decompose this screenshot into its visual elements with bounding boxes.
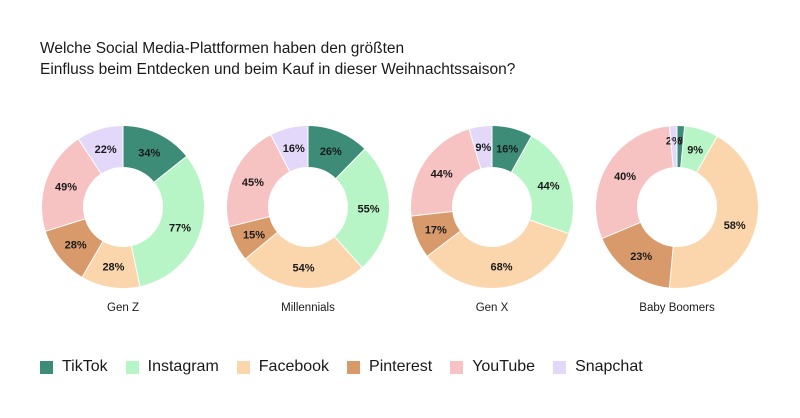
slice-separator [510, 135, 533, 174]
slice-youtube [595, 126, 674, 239]
legend-item-snapchat: Snapchat [553, 358, 643, 376]
legend-label: Facebook [258, 358, 330, 375]
slice-separator [244, 231, 279, 260]
slice-separator [468, 128, 482, 170]
slice-youtube [41, 139, 102, 232]
value-label: 28% [65, 240, 87, 252]
slice-instagram [334, 149, 389, 268]
slice-separator [153, 155, 188, 184]
value-label: 28% [102, 262, 124, 274]
slice-separator [410, 210, 454, 217]
value-label: 9% [687, 144, 703, 156]
legend-label: Pinterest [369, 358, 433, 375]
value-label: 44% [431, 168, 453, 180]
legend-item-tiktok: TikTok [40, 358, 108, 376]
chart-category-label: Baby Boomers [639, 302, 715, 314]
legend-swatch [553, 360, 567, 374]
slice-snapchat [78, 126, 123, 174]
legend-item-youtube: YouTube [450, 358, 535, 376]
slice-separator [269, 133, 291, 173]
value-label: 16% [283, 143, 305, 155]
slice-youtube [227, 135, 290, 227]
chart-category-label: Gen Z [107, 302, 139, 314]
legend-item-pinterest: Pinterest [347, 358, 432, 376]
value-label: 45% [242, 177, 264, 189]
slice-separator [130, 245, 141, 288]
slice-pinterest [411, 211, 461, 257]
value-label: 55% [357, 203, 379, 215]
slice-separator [334, 148, 366, 180]
value-label: 77% [169, 222, 191, 234]
value-label: 17% [425, 224, 447, 236]
legend-swatch [347, 360, 361, 374]
slice-pinterest [602, 222, 674, 288]
slice-separator [81, 240, 104, 279]
legend-item-facebook: Facebook [236, 358, 330, 376]
value-label: 44% [538, 180, 560, 192]
value-label: 2% [666, 136, 682, 148]
legend-swatch [236, 360, 250, 374]
legend-item-instagram: Instagram [125, 358, 219, 376]
value-label: 22% [95, 144, 117, 156]
donut-baby-boomers: 2%9%58%23%40%2%Baby Boomers [595, 125, 758, 314]
chart-title-line-1: Welche Social Media-Plattformen haben de… [40, 40, 405, 57]
chart-title: Welche Social Media-Plattformen haben de… [40, 38, 515, 80]
value-label: 16% [496, 143, 518, 155]
slice-separator [333, 235, 364, 269]
slice-separator [601, 221, 642, 240]
slice-separator [668, 125, 674, 169]
chart-title-line-2: Einfluss beim Entdecken und beim Kauf in… [40, 61, 516, 78]
slice-instagram [680, 126, 717, 173]
value-label: 26% [320, 146, 342, 158]
slice-separator [680, 125, 686, 169]
slice-separator [426, 230, 462, 258]
slice-pinterest [45, 218, 103, 277]
slice-tiktok [308, 126, 365, 179]
value-label: 15% [243, 229, 265, 241]
value-label: 49% [55, 182, 77, 194]
donut-gen-x: 16% 44% 68% 17% 44% 9% Gen X [410, 125, 573, 314]
slice-instagram [511, 136, 573, 234]
slice-pinterest [229, 216, 278, 259]
donut-millennials: 26% 55% 54% 15% 45% 16% Millennials [227, 125, 389, 314]
slice-separator [44, 218, 86, 232]
slice-snapchat [469, 126, 492, 169]
legend-label: YouTube [472, 358, 536, 375]
value-label: 34% [138, 147, 160, 159]
slice-separator [528, 219, 570, 235]
donut-gen-z: 34% 77% 28% 28% 49% 22% Gen Z [41, 125, 204, 314]
slice-separator [695, 135, 718, 174]
slice-tiktok [677, 126, 685, 168]
legend-label: Instagram [147, 358, 219, 375]
slice-snapchat [270, 126, 308, 172]
legend: TikTok Instagram Facebook Pinterest YouTube S… [40, 358, 661, 376]
slice-youtube [410, 129, 481, 216]
legend-swatch [40, 360, 53, 374]
value-label: 23% [630, 251, 652, 263]
value-label: 68% [491, 262, 513, 274]
slice-separator [228, 216, 271, 228]
slice-snapchat [669, 126, 677, 168]
value-label: 9% [475, 142, 491, 154]
slice-separator [668, 245, 674, 289]
chart-category-label: Millennials [281, 302, 335, 314]
legend-swatch [450, 360, 464, 374]
slice-facebook [669, 136, 758, 288]
value-label: 40% [614, 171, 636, 183]
chart-category-label: Gen X [476, 302, 509, 314]
value-label: 54% [292, 262, 314, 274]
slice-instagram [131, 156, 204, 287]
legend-label: TikTok [62, 358, 108, 375]
slice-facebook [427, 220, 569, 288]
value-label: 58% [724, 220, 746, 232]
slice-separator [77, 138, 103, 175]
slice-tiktok [123, 126, 187, 183]
slice-tiktok [492, 126, 532, 173]
slice-facebook [245, 232, 362, 289]
legend-label: Snapchat [575, 358, 643, 375]
legend-swatch [125, 360, 139, 374]
